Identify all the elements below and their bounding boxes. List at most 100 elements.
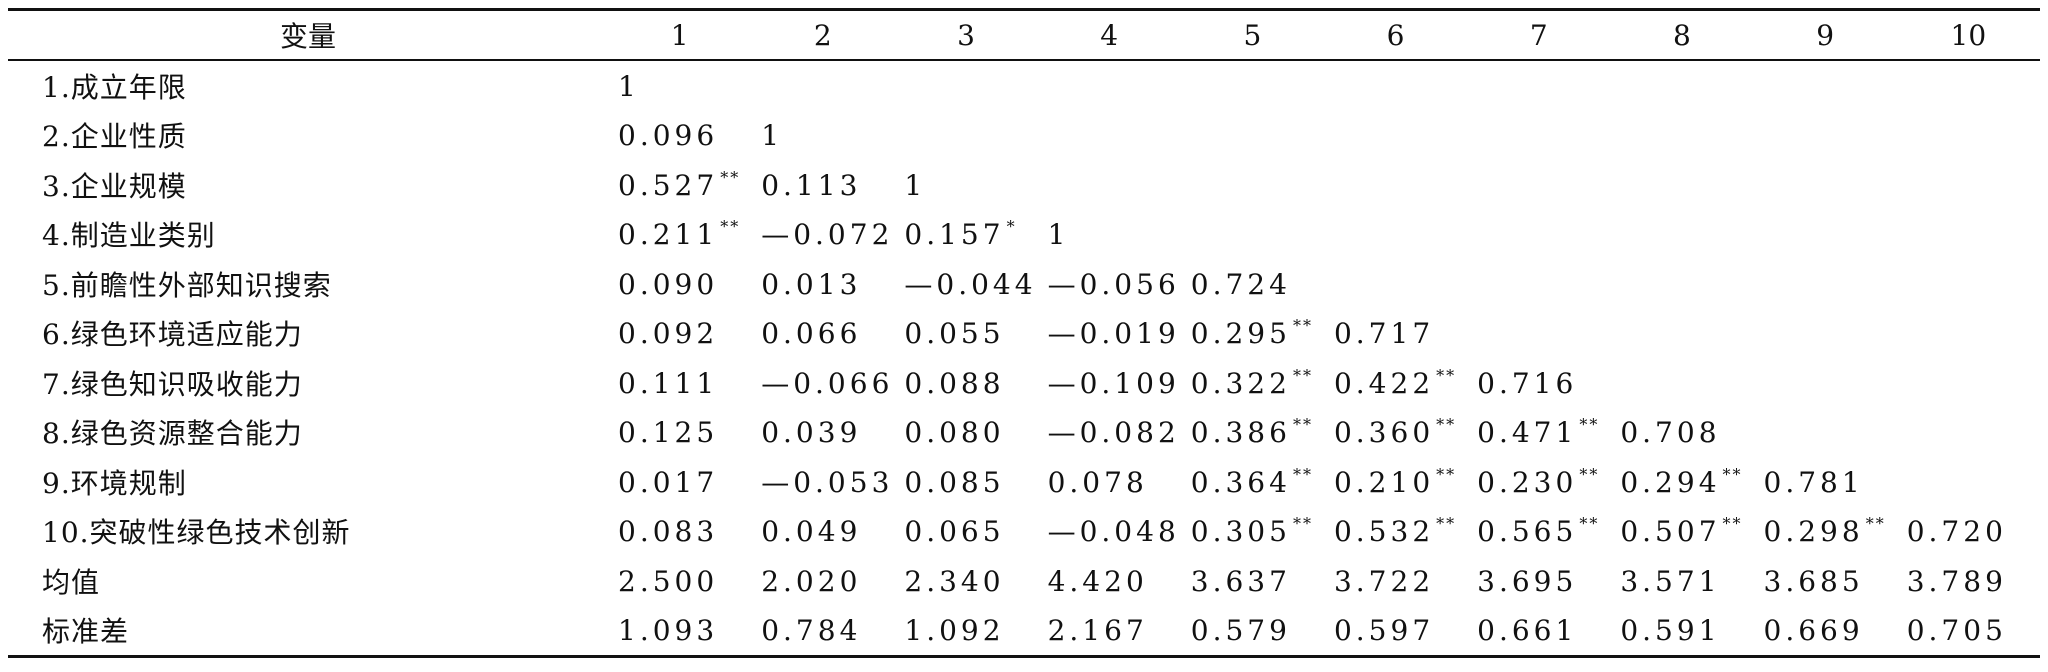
cell-value: 0.360	[1333, 416, 1435, 450]
table-cell	[1038, 160, 1181, 210]
table-cell: 0.669	[1754, 606, 1897, 657]
significance-marker: **	[1292, 415, 1313, 435]
table-cell: 0.717	[1324, 309, 1467, 359]
table-row: 2.企业性质 0.096 1	[8, 111, 2040, 161]
cell-value: 0.705	[1906, 614, 2007, 648]
cell-value: 0.661	[1477, 614, 1578, 648]
table-cell: 1	[608, 60, 751, 111]
cell-value: 0.708	[1620, 416, 1721, 450]
table-cell	[1754, 309, 1897, 359]
cell-value: 3.685	[1763, 564, 1864, 598]
cell-value: —0.056	[1047, 267, 1180, 301]
table-cell: 0.532 **	[1324, 507, 1467, 557]
table-body: 1.成立年限 1 2.企业性质 0.096 1 3.企业规模 0.527 ** 0.113 1 4.…	[8, 60, 2040, 657]
variable-name: 均值	[42, 565, 101, 599]
table-cell	[1467, 309, 1610, 359]
table-cell	[1897, 358, 2040, 408]
cell-value: 0.065	[904, 515, 1005, 549]
cell-value: 0.088	[904, 366, 1005, 400]
header-variable: 变量	[280, 20, 337, 53]
cell-value: —0.109	[1047, 366, 1180, 400]
table-cell	[1897, 408, 2040, 458]
significance-marker: **	[1865, 514, 1886, 534]
significance-marker: **	[1436, 514, 1457, 534]
cell-value: 2.020	[761, 564, 862, 598]
cell-value: 1	[618, 69, 640, 103]
significance-marker: **	[1579, 514, 1600, 534]
table-cell: 0.080	[894, 408, 1037, 458]
table-cell: 0.078	[1038, 457, 1181, 507]
cell-value: 0.298	[1763, 515, 1864, 549]
table-cell: 0.085	[894, 457, 1037, 507]
significance-marker: *	[1006, 217, 1017, 237]
table-cell: 0.724	[1181, 259, 1324, 309]
header-col-8: 8	[1673, 18, 1691, 52]
table-cell	[1897, 309, 2040, 359]
table-cell: 0.784	[751, 606, 894, 657]
table-cell: 0.527 **	[608, 160, 751, 210]
cell-value: —0.019	[1047, 317, 1180, 351]
variable-name: 3.企业规模	[42, 169, 187, 203]
table-cell: —0.109	[1038, 358, 1181, 408]
table-cell	[1754, 60, 1897, 111]
table-cell: 0.360 **	[1324, 408, 1467, 458]
table-cell: 0.422 **	[1324, 358, 1467, 408]
table-cell: 3.789	[1897, 556, 2040, 606]
table-cell: 0.579	[1181, 606, 1324, 657]
table-cell	[1897, 457, 2040, 507]
table-cell: 0.708	[1610, 408, 1753, 458]
cell-value: 0.597	[1333, 614, 1435, 648]
table-cell	[1610, 160, 1753, 210]
cell-value: 2.500	[618, 564, 719, 598]
table-cell: 0.305 **	[1181, 507, 1324, 557]
table-cell: 0.295 **	[1181, 309, 1324, 359]
header-row: 变量 1 2 3 4 5 6 7 8 9 10	[8, 9, 2040, 60]
variable-name: 2.企业性质	[42, 120, 187, 154]
table-cell	[1610, 358, 1753, 408]
table-cell: 3.637	[1181, 556, 1324, 606]
cell-value: 0.230	[1477, 465, 1578, 499]
table-cell: —0.053	[751, 457, 894, 507]
table-cell	[1324, 160, 1467, 210]
significance-marker: **	[1722, 514, 1743, 534]
table-cell	[751, 60, 894, 111]
cell-value: 0.471	[1477, 416, 1578, 450]
significance-marker: **	[720, 217, 741, 237]
table-cell: 0.386 **	[1181, 408, 1324, 458]
significance-marker: **	[1579, 464, 1600, 484]
table-cell: 4.420	[1038, 556, 1181, 606]
cell-value: 0.083	[618, 515, 719, 549]
header-col-5: 5	[1243, 18, 1262, 52]
table-cell	[1754, 160, 1897, 210]
table-cell	[1467, 210, 1610, 260]
significance-marker: **	[720, 167, 741, 187]
table-cell	[1038, 60, 1181, 111]
table-cell: 0.083	[608, 507, 751, 557]
significance-marker: **	[1292, 316, 1313, 336]
table-cell	[1181, 210, 1324, 260]
cell-value: 0.784	[761, 614, 862, 648]
cell-value: 3.571	[1620, 564, 1721, 598]
table-cell: 0.322 **	[1181, 358, 1324, 408]
table-cell: 2.167	[1038, 606, 1181, 657]
cell-value: 0.039	[761, 416, 862, 450]
table-cell: 0.597	[1324, 606, 1467, 657]
table-cell: —0.048	[1038, 507, 1181, 557]
header-col-1: 1	[670, 18, 689, 52]
correlation-table-container: 变量 1 2 3 4 5 6 7 8 9 10 1.成立年限 1 2.企业性质 0.0…	[8, 8, 2040, 658]
table-cell: 1.092	[894, 606, 1037, 657]
table-cell: 0.088	[894, 358, 1037, 408]
cell-value: 0.092	[618, 317, 719, 351]
table-cell	[1324, 111, 1467, 161]
cell-value: 0.085	[904, 465, 1005, 499]
table-row: 5.前瞻性外部知识搜索 0.090 0.013 —0.044 —0.056 0.724	[8, 259, 2040, 309]
variable-name: 6.绿色环境适应能力	[42, 318, 303, 352]
table-cell: —0.082	[1038, 408, 1181, 458]
table-row: 8.绿色资源整合能力 0.125 0.039 0.080 —0.082 0.386 ** 0.…	[8, 408, 2040, 458]
table-cell: 0.471 **	[1467, 408, 1610, 458]
table-cell: 0.111	[608, 358, 751, 408]
cell-value: 0.322	[1190, 366, 1291, 400]
cell-value: —0.053	[761, 465, 894, 499]
cell-value: 1.093	[618, 614, 719, 648]
table-cell	[1467, 111, 1610, 161]
